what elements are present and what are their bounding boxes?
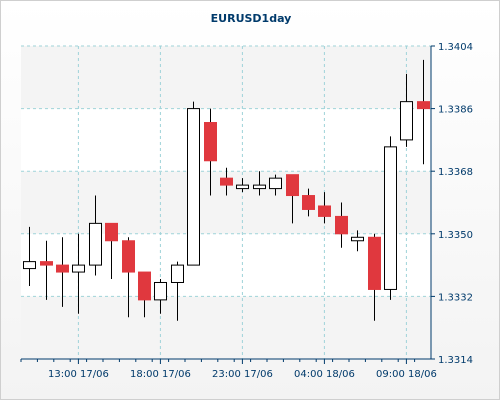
candle-body-up <box>72 264 85 273</box>
candle-body-down <box>204 122 217 162</box>
y-tick-label: 1.3404 <box>438 42 473 53</box>
candle <box>236 178 249 193</box>
candle <box>40 240 53 300</box>
candle <box>23 226 36 286</box>
candle-body-up <box>384 146 397 290</box>
x-tick-label: 23:00 17/06 <box>212 369 273 380</box>
candle-body-up <box>236 184 249 190</box>
candle <box>220 167 233 196</box>
candle-body-up <box>253 184 266 190</box>
candle-body-up <box>351 236 364 242</box>
candle <box>138 271 151 318</box>
x-tick-label: 04:00 18/06 <box>294 369 355 380</box>
candle-body-up <box>171 264 184 283</box>
candle <box>286 174 299 224</box>
candle-body-up <box>269 177 282 190</box>
candle-body-down <box>56 264 69 273</box>
candle <box>253 171 266 196</box>
candle <box>302 188 315 217</box>
candle-body-down <box>40 261 53 266</box>
candle-body-down <box>286 174 299 197</box>
candle-body-up <box>23 261 36 270</box>
candle <box>72 233 85 314</box>
candle <box>187 101 200 266</box>
candle-body-down <box>122 240 135 273</box>
candle-body-down <box>302 195 315 210</box>
candle-body-down <box>335 215 348 235</box>
candle-body-down <box>138 271 151 301</box>
candle <box>56 237 69 307</box>
y-tick-label: 1.3314 <box>438 355 473 366</box>
candle <box>351 230 364 252</box>
y-tick-label: 1.3386 <box>438 105 473 116</box>
candle <box>384 136 397 300</box>
candle-body-down <box>105 222 118 242</box>
candle <box>269 174 282 196</box>
candle <box>368 233 381 321</box>
candle <box>318 192 331 224</box>
x-tick-label: 13:00 17/06 <box>48 369 109 380</box>
candle-body-down <box>318 205 331 217</box>
candle <box>400 73 413 147</box>
candle-body-up <box>187 108 200 266</box>
candle <box>89 195 102 276</box>
y-tick-label: 1.3350 <box>438 230 473 241</box>
candle <box>122 237 135 318</box>
candle-body-up <box>400 101 413 141</box>
candle-body-down <box>417 101 430 110</box>
y-tick-label: 1.3368 <box>438 167 473 178</box>
candle-body-down <box>220 177 233 186</box>
candle-body-up <box>89 222 102 266</box>
y-tick-label: 1.3332 <box>438 292 473 303</box>
candle <box>171 261 184 321</box>
candle-body-down <box>368 236 381 290</box>
grid-band <box>21 46 431 109</box>
x-tick-label: 18:00 17/06 <box>130 369 191 380</box>
candle <box>204 108 217 196</box>
candle-body-up <box>154 281 167 301</box>
candle <box>105 222 118 280</box>
candle <box>154 279 167 314</box>
x-tick-label: 09:00 18/06 <box>376 369 437 380</box>
candle <box>335 202 348 248</box>
grid-band <box>21 296 431 359</box>
chart-title: EURUSD1day <box>211 12 292 25</box>
candle <box>417 59 430 165</box>
